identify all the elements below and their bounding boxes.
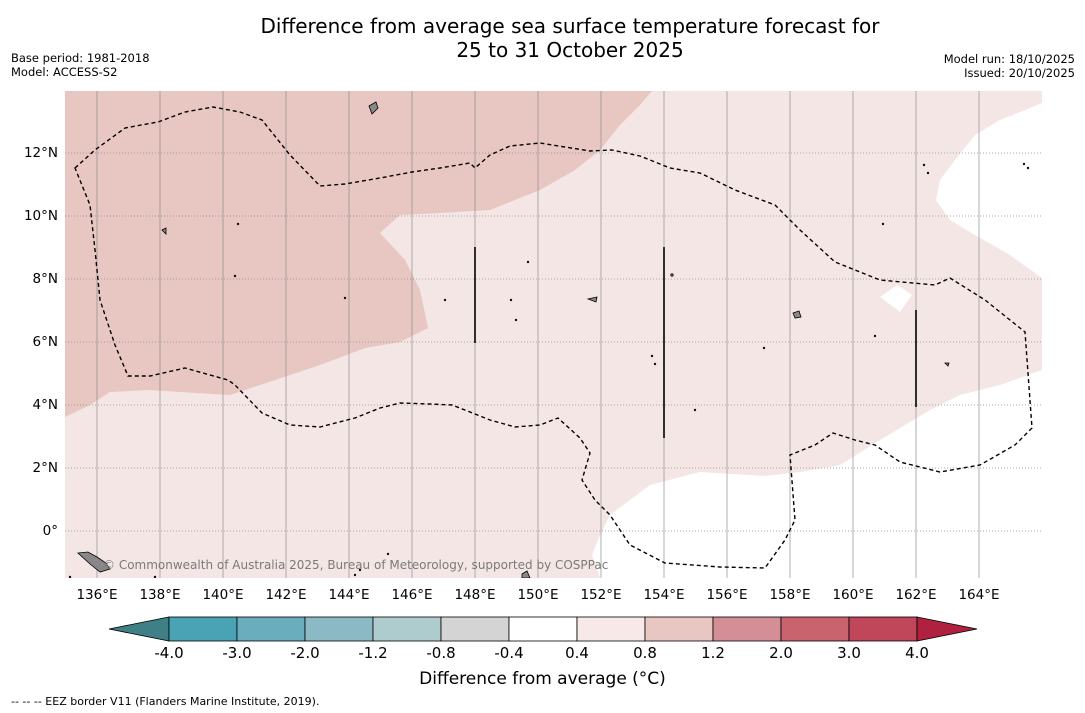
colorbar-segment [712,616,782,642]
colorbar-segment [304,616,374,642]
lon-label: 136°E [76,587,118,603]
title-line-1: Difference from average sea surface temp… [260,14,880,38]
colorbar-segment [780,616,850,642]
colorbar-tick-label: 0.8 [633,644,657,662]
latitude-lines [65,152,1042,532]
colorbar-tick-label: 4.0 [905,644,929,662]
colorbar-segment [644,616,714,642]
issued-date: Issued: 20/10/2025 [964,66,1075,80]
map-area [65,91,1042,578]
colorbar-segment [372,616,442,642]
lon-label: 152°E [580,587,622,603]
islands [68,101,1030,578]
model-run: Model run: 18/10/2025 [943,52,1075,66]
colorbar-segment [508,616,578,642]
lon-label: 154°E [643,587,685,603]
model-name: Model: ACCESS-S2 [11,65,118,79]
eez-legend-note: -- -- -- EEZ border V11 (Flanders Marine… [11,695,320,708]
lat-label: 8°N [32,271,58,287]
lon-label: 162°E [895,587,937,603]
anomaly-region-neutral-patch [880,285,912,312]
colorbar-tick-label: 3.0 [837,644,861,662]
lat-label: 12°N [23,145,58,161]
colorbar-tick-label: -0.4 [494,644,524,662]
copyright-notice: © Commonwealth of Australia 2025, Bureau… [103,558,609,572]
lon-label: 156°E [706,587,748,603]
colorbar-tick-label: -3.0 [222,644,252,662]
colorbar-extend-high [916,616,978,642]
colorbar [108,616,978,642]
colorbar-segment [168,616,238,642]
colorbar-segment [440,616,510,642]
colorbar-tick-label: -4.0 [154,644,184,662]
run-info: Model run: 18/10/2025 Issued: 20/10/2025 [944,52,1075,80]
anomaly-region-0-8-1-2 [65,91,652,417]
lon-label: 160°E [832,587,874,603]
anomaly-region-neutral-se [592,370,1042,578]
colorbar-segment [848,616,918,642]
lat-label: 0° [42,523,58,539]
lon-label: 158°E [769,587,811,603]
eez-border-west [74,106,1033,569]
lat-label: 2°N [32,460,58,476]
lon-label: 164°E [958,587,1000,603]
colorbar-extend-low [108,616,170,642]
lon-label: 142°E [265,587,307,603]
colorbar-title: Difference from average (°C) [419,669,666,689]
colorbar-tick-label: -1.2 [358,644,388,662]
base-period: Base period: 1981-2018 [11,51,150,65]
colorbar-tick-label: 1.2 [701,644,725,662]
colorbar-segment [576,616,646,642]
colorbar-tick-label: -0.8 [426,644,456,662]
lon-label: 138°E [139,587,181,603]
lat-label: 6°N [32,334,58,350]
chart-title: Difference from average sea surface temp… [0,14,1085,62]
lon-label: 140°E [202,587,244,603]
colorbar-segment [236,616,306,642]
model-info: Base period: 1981-2018 Model: ACCESS-S2 [11,51,150,79]
lat-label: 10°N [23,208,58,224]
lon-label: 150°E [517,587,559,603]
colorbar-tick-label: 0.4 [565,644,589,662]
colorbar-tick-label: -2.0 [290,644,320,662]
lon-label: 146°E [391,587,433,603]
title-line-2: 25 to 31 October 2025 [456,38,684,62]
lon-label: 148°E [454,587,496,603]
anomaly-region-neutral-ne [936,91,1042,278]
colorbar-tick-label: 2.0 [769,644,793,662]
lon-label: 144°E [328,587,370,603]
lat-label: 4°N [32,397,58,413]
